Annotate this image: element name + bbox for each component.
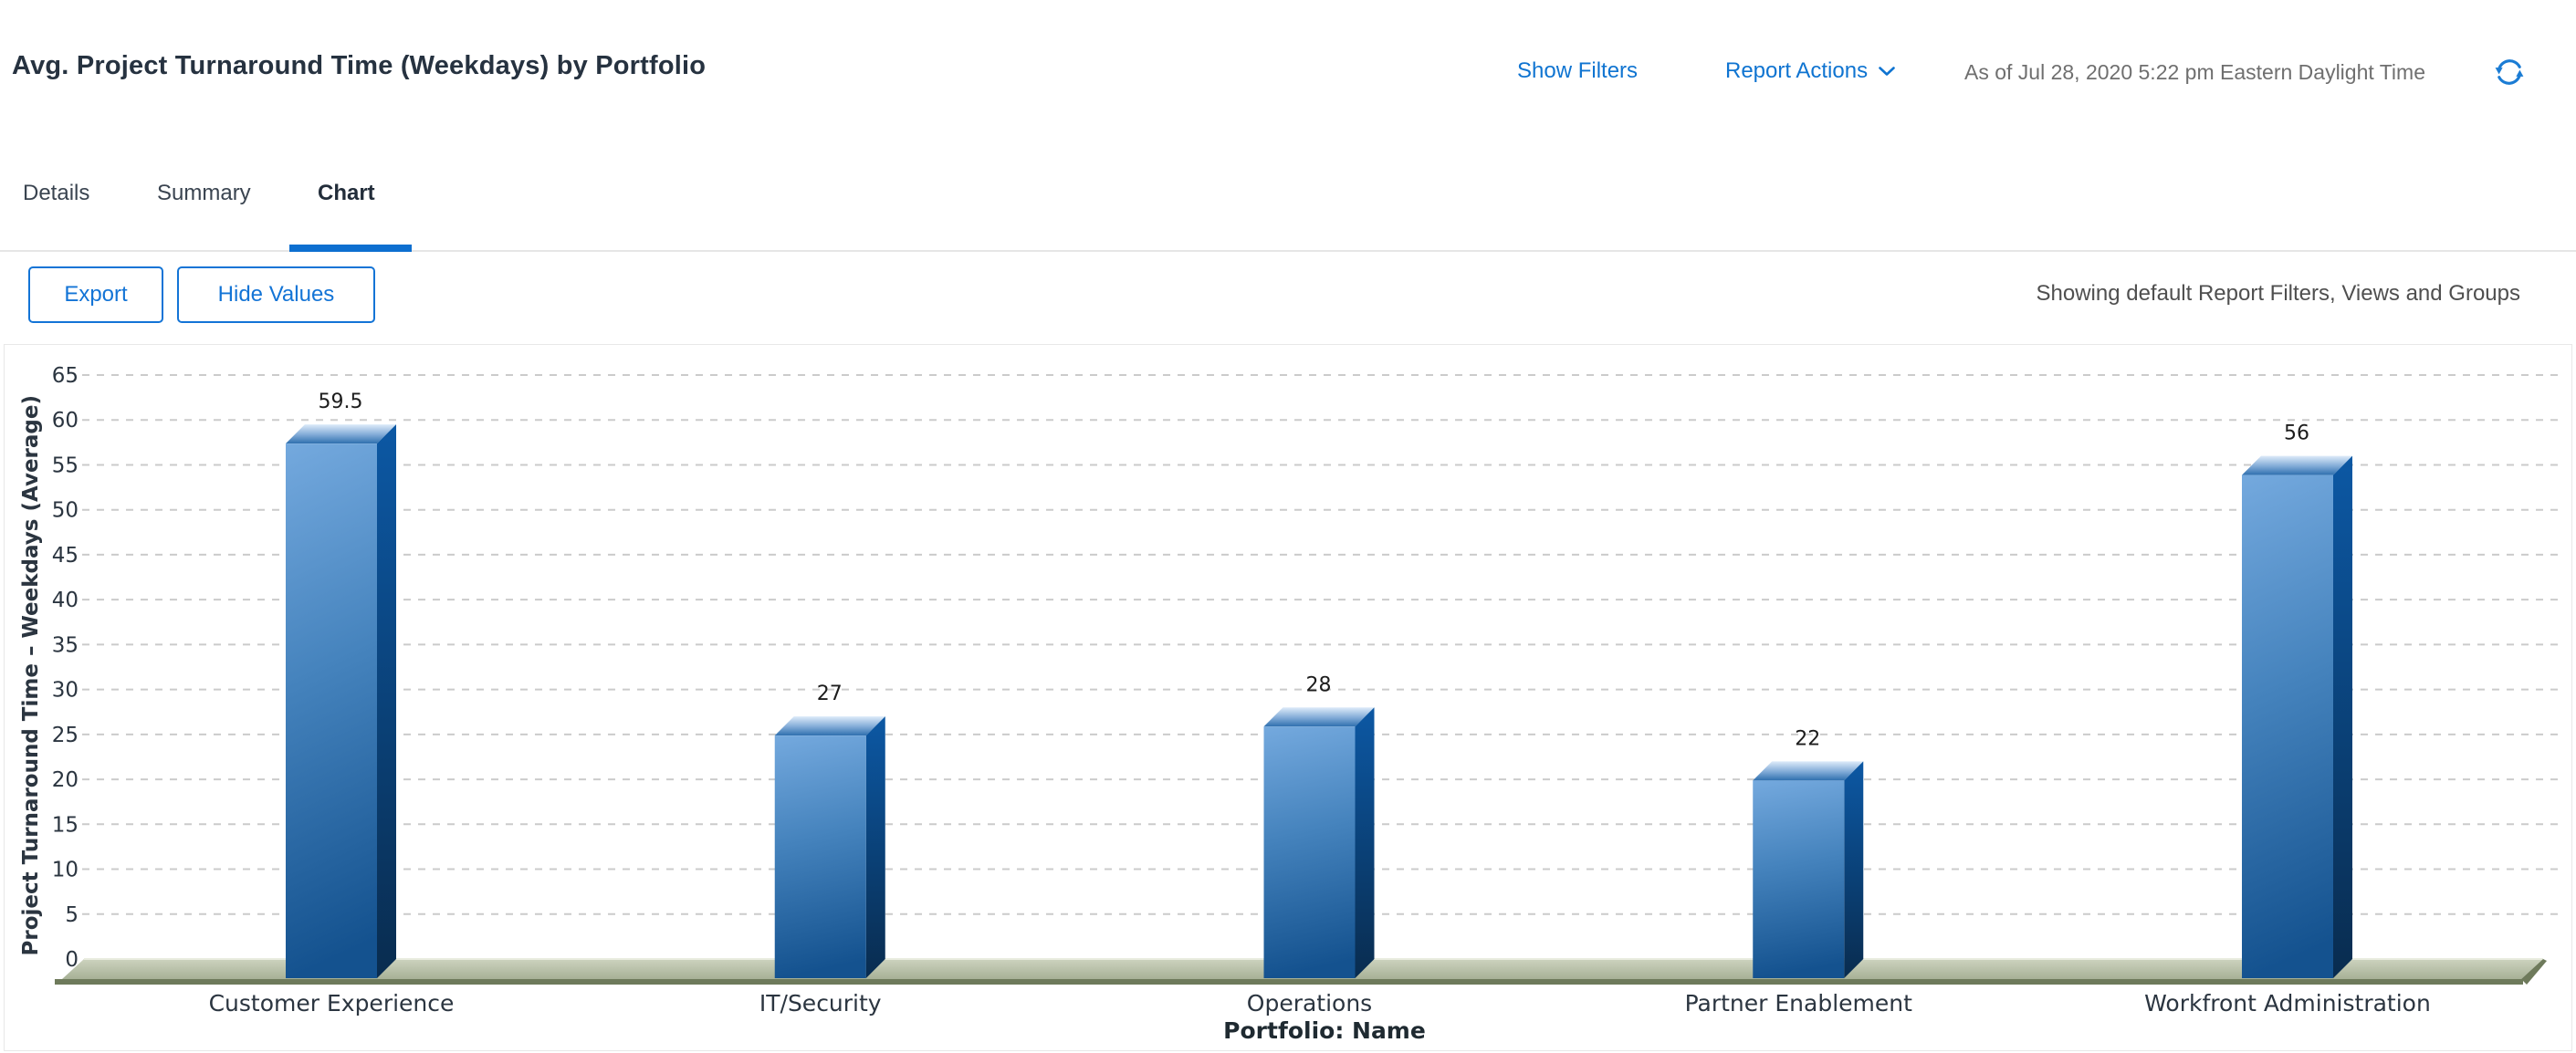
bar-2[interactable] bbox=[1263, 707, 1375, 978]
bar-value-label: 27 bbox=[817, 683, 843, 705]
bar-value-label: 59.5 bbox=[319, 391, 363, 413]
y-tick-label: 0 bbox=[65, 948, 79, 972]
y-tick-label: 10 bbox=[52, 859, 79, 882]
y-tick-label: 55 bbox=[52, 454, 79, 477]
bar-value-label: 28 bbox=[1306, 673, 1332, 696]
x-category-label: Partner Enablement bbox=[1685, 990, 1913, 1017]
page-title: Avg. Project Turnaround Time (Weekdays) … bbox=[12, 51, 707, 80]
y-tick-label: 40 bbox=[52, 589, 79, 612]
chart-toolbar: Export Hide Values Showing default Repor… bbox=[0, 252, 2576, 343]
bar-1[interactable] bbox=[774, 716, 885, 978]
x-category-label: Workfront Administration bbox=[2144, 990, 2431, 1017]
bar-front-face bbox=[1263, 726, 1356, 978]
chart-panel: 0 5 10 15 20 25 30 35 40 45 50 55 60 65 59.5 Customer E… bbox=[4, 344, 2572, 1051]
bar-4[interactable] bbox=[2242, 455, 2352, 978]
bar-top-face bbox=[774, 716, 885, 736]
y-tick-label: 30 bbox=[52, 679, 79, 703]
x-category-label: Operations bbox=[1247, 990, 1372, 1017]
y-axis-title: Project Turnaround Time – Weekdays (Aver… bbox=[19, 395, 43, 956]
y-tick-label: 5 bbox=[65, 903, 79, 927]
tab-summary[interactable]: Summary bbox=[157, 181, 251, 205]
tab-chart[interactable]: Chart bbox=[318, 181, 375, 205]
bar-top-face bbox=[2242, 455, 2352, 475]
chevron-down-icon bbox=[1879, 66, 1895, 76]
y-tick-label: 35 bbox=[52, 633, 79, 657]
bar-front-face bbox=[2242, 474, 2333, 978]
x-category-label: IT/Security bbox=[759, 990, 882, 1017]
report-actions-label: Report Actions bbox=[1725, 58, 1869, 83]
floor-right-edge bbox=[2521, 959, 2547, 985]
bar-side-face bbox=[1844, 761, 1864, 978]
bar-value-label: 56 bbox=[2284, 422, 2309, 445]
show-filters-link[interactable]: Show Filters bbox=[1517, 58, 1639, 83]
floor-front-edge bbox=[55, 979, 2523, 985]
bar-top-face bbox=[286, 424, 396, 444]
bar-front-face bbox=[286, 443, 377, 979]
bar-top-face bbox=[1263, 707, 1375, 727]
y-tick-label: 15 bbox=[52, 813, 79, 837]
y-tick-label: 60 bbox=[52, 409, 79, 433]
report-actions-menu[interactable]: Report Actions bbox=[1725, 58, 1895, 84]
bar-0[interactable] bbox=[286, 424, 396, 979]
active-tab-underline bbox=[289, 245, 412, 252]
y-tick-label: 20 bbox=[52, 768, 79, 792]
bar-front-face bbox=[774, 735, 866, 978]
x-axis-title: Portfolio: Name bbox=[1223, 1017, 1426, 1044]
bar-side-face bbox=[377, 424, 396, 979]
y-tick-label: 50 bbox=[52, 499, 79, 523]
as-of-timestamp: As of Jul 28, 2020 5:22 pm Eastern Dayli… bbox=[1964, 60, 2425, 84]
report-header: Avg. Project Turnaround Time (Weekdays) … bbox=[0, 0, 2576, 137]
bar-3[interactable] bbox=[1753, 761, 1864, 978]
bar-side-face bbox=[1355, 707, 1375, 978]
export-button[interactable]: Export bbox=[28, 266, 163, 323]
y-tick-label: 25 bbox=[52, 724, 79, 747]
hide-values-button[interactable]: Hide Values bbox=[177, 266, 375, 323]
y-tick-label: 45 bbox=[52, 544, 79, 568]
refresh-icon[interactable] bbox=[2492, 55, 2527, 89]
bar-side-face bbox=[865, 716, 885, 978]
default-filters-note: Showing default Report Filters, Views an… bbox=[2036, 281, 2521, 306]
tab-details[interactable]: Details bbox=[23, 181, 90, 205]
y-tick-label: 65 bbox=[52, 364, 79, 388]
x-category-label: Customer Experience bbox=[209, 990, 455, 1017]
chart-svg: 0 5 10 15 20 25 30 35 40 45 50 55 60 65 59.5 Customer E… bbox=[52, 364, 2561, 1017]
bar-front-face bbox=[1753, 780, 1845, 978]
bar-value-label: 22 bbox=[1795, 727, 1820, 750]
bar-side-face bbox=[2333, 455, 2352, 978]
bar-top-face bbox=[1753, 761, 1864, 781]
report-tabbar: Details Summary Chart bbox=[0, 137, 2576, 252]
